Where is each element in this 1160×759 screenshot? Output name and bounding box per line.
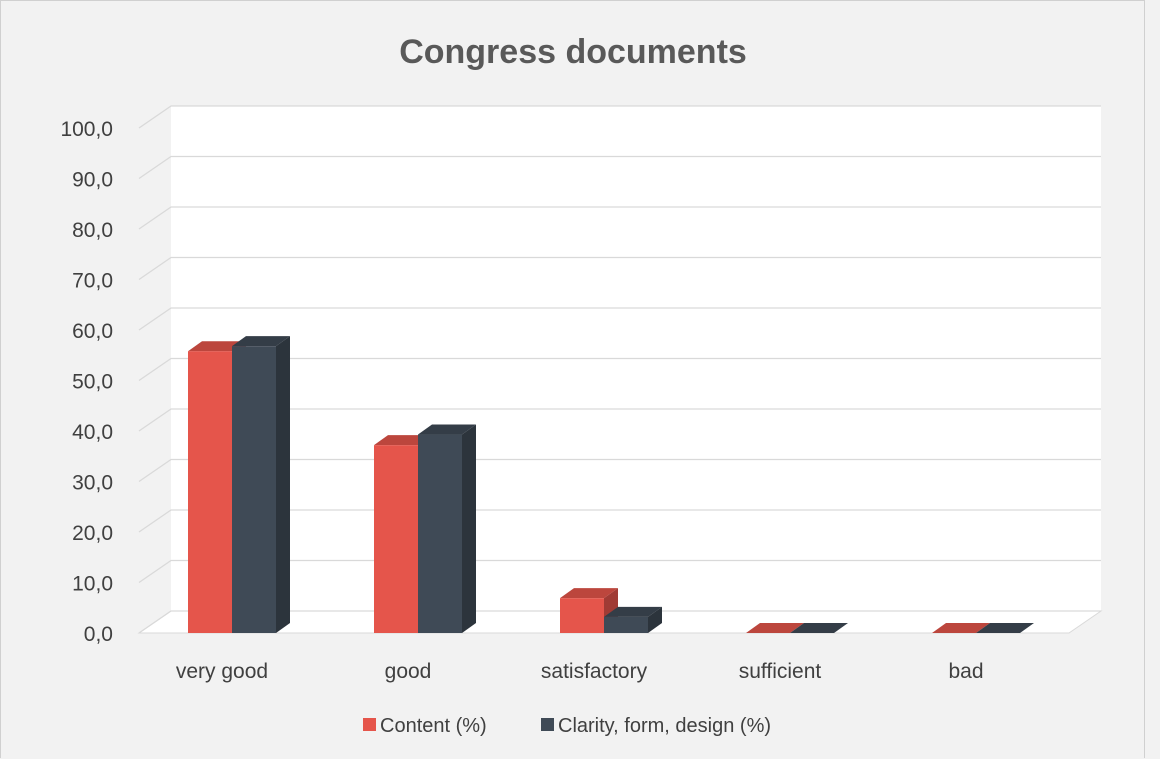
legend-item: Clarity, form, design (%) [541,715,771,737]
y-tick-label: 90,0 [72,169,113,192]
bars [188,336,1034,633]
y-tick-label: 80,0 [72,219,113,242]
y-tick-label: 70,0 [72,270,113,293]
legend-label: Content (%) [380,715,487,737]
y-tick-label: 0,0 [84,623,113,646]
x-category-label: good [385,660,432,683]
y-tick-label: 60,0 [72,320,113,343]
y-tick-label: 100,0 [60,118,113,141]
legend-item: Content (%) [363,715,487,737]
legend-label: Clarity, form, design (%) [558,715,771,737]
gridlines [137,105,1103,634]
y-tick-label: 20,0 [72,522,113,545]
bar [976,623,1034,633]
gridline [138,408,1101,432]
legend-swatch [541,718,554,731]
gridline [138,458,1101,483]
gridline [138,357,1101,382]
gridline [138,509,1101,533]
x-category-label: sufficient [739,660,822,683]
bar [232,336,290,633]
y-axis-ticks: 0,0 10,0 20,0 30,0 40,0 50,0 60,0 70,0 80,0 90,0 1… [60,118,113,646]
bar [932,623,990,633]
y-tick-label: 10,0 [72,573,113,596]
legend: Content (%) Clarity, form, design (%) [363,715,771,737]
y-tick-label: 50,0 [72,371,113,394]
gridline [138,105,1101,129]
chart-title: Congress documents [399,33,747,71]
gridline [138,559,1101,584]
gridline [138,307,1101,331]
bar [790,623,848,633]
bar [560,588,618,633]
bar [604,606,662,633]
gridline [138,610,1101,634]
bar [418,424,476,633]
gridline [138,155,1101,180]
y-tick-label: 40,0 [72,421,113,444]
gridline [138,206,1101,230]
x-category-label: bad [948,660,983,683]
y-tick-label: 30,0 [72,472,113,495]
x-axis-labels: very good good satisfactory sufficient bad [176,660,984,683]
x-category-label: satisfactory [541,660,648,683]
bar [746,623,804,633]
gridline [138,256,1101,281]
x-category-label: very good [176,660,268,683]
legend-swatch [363,718,376,731]
